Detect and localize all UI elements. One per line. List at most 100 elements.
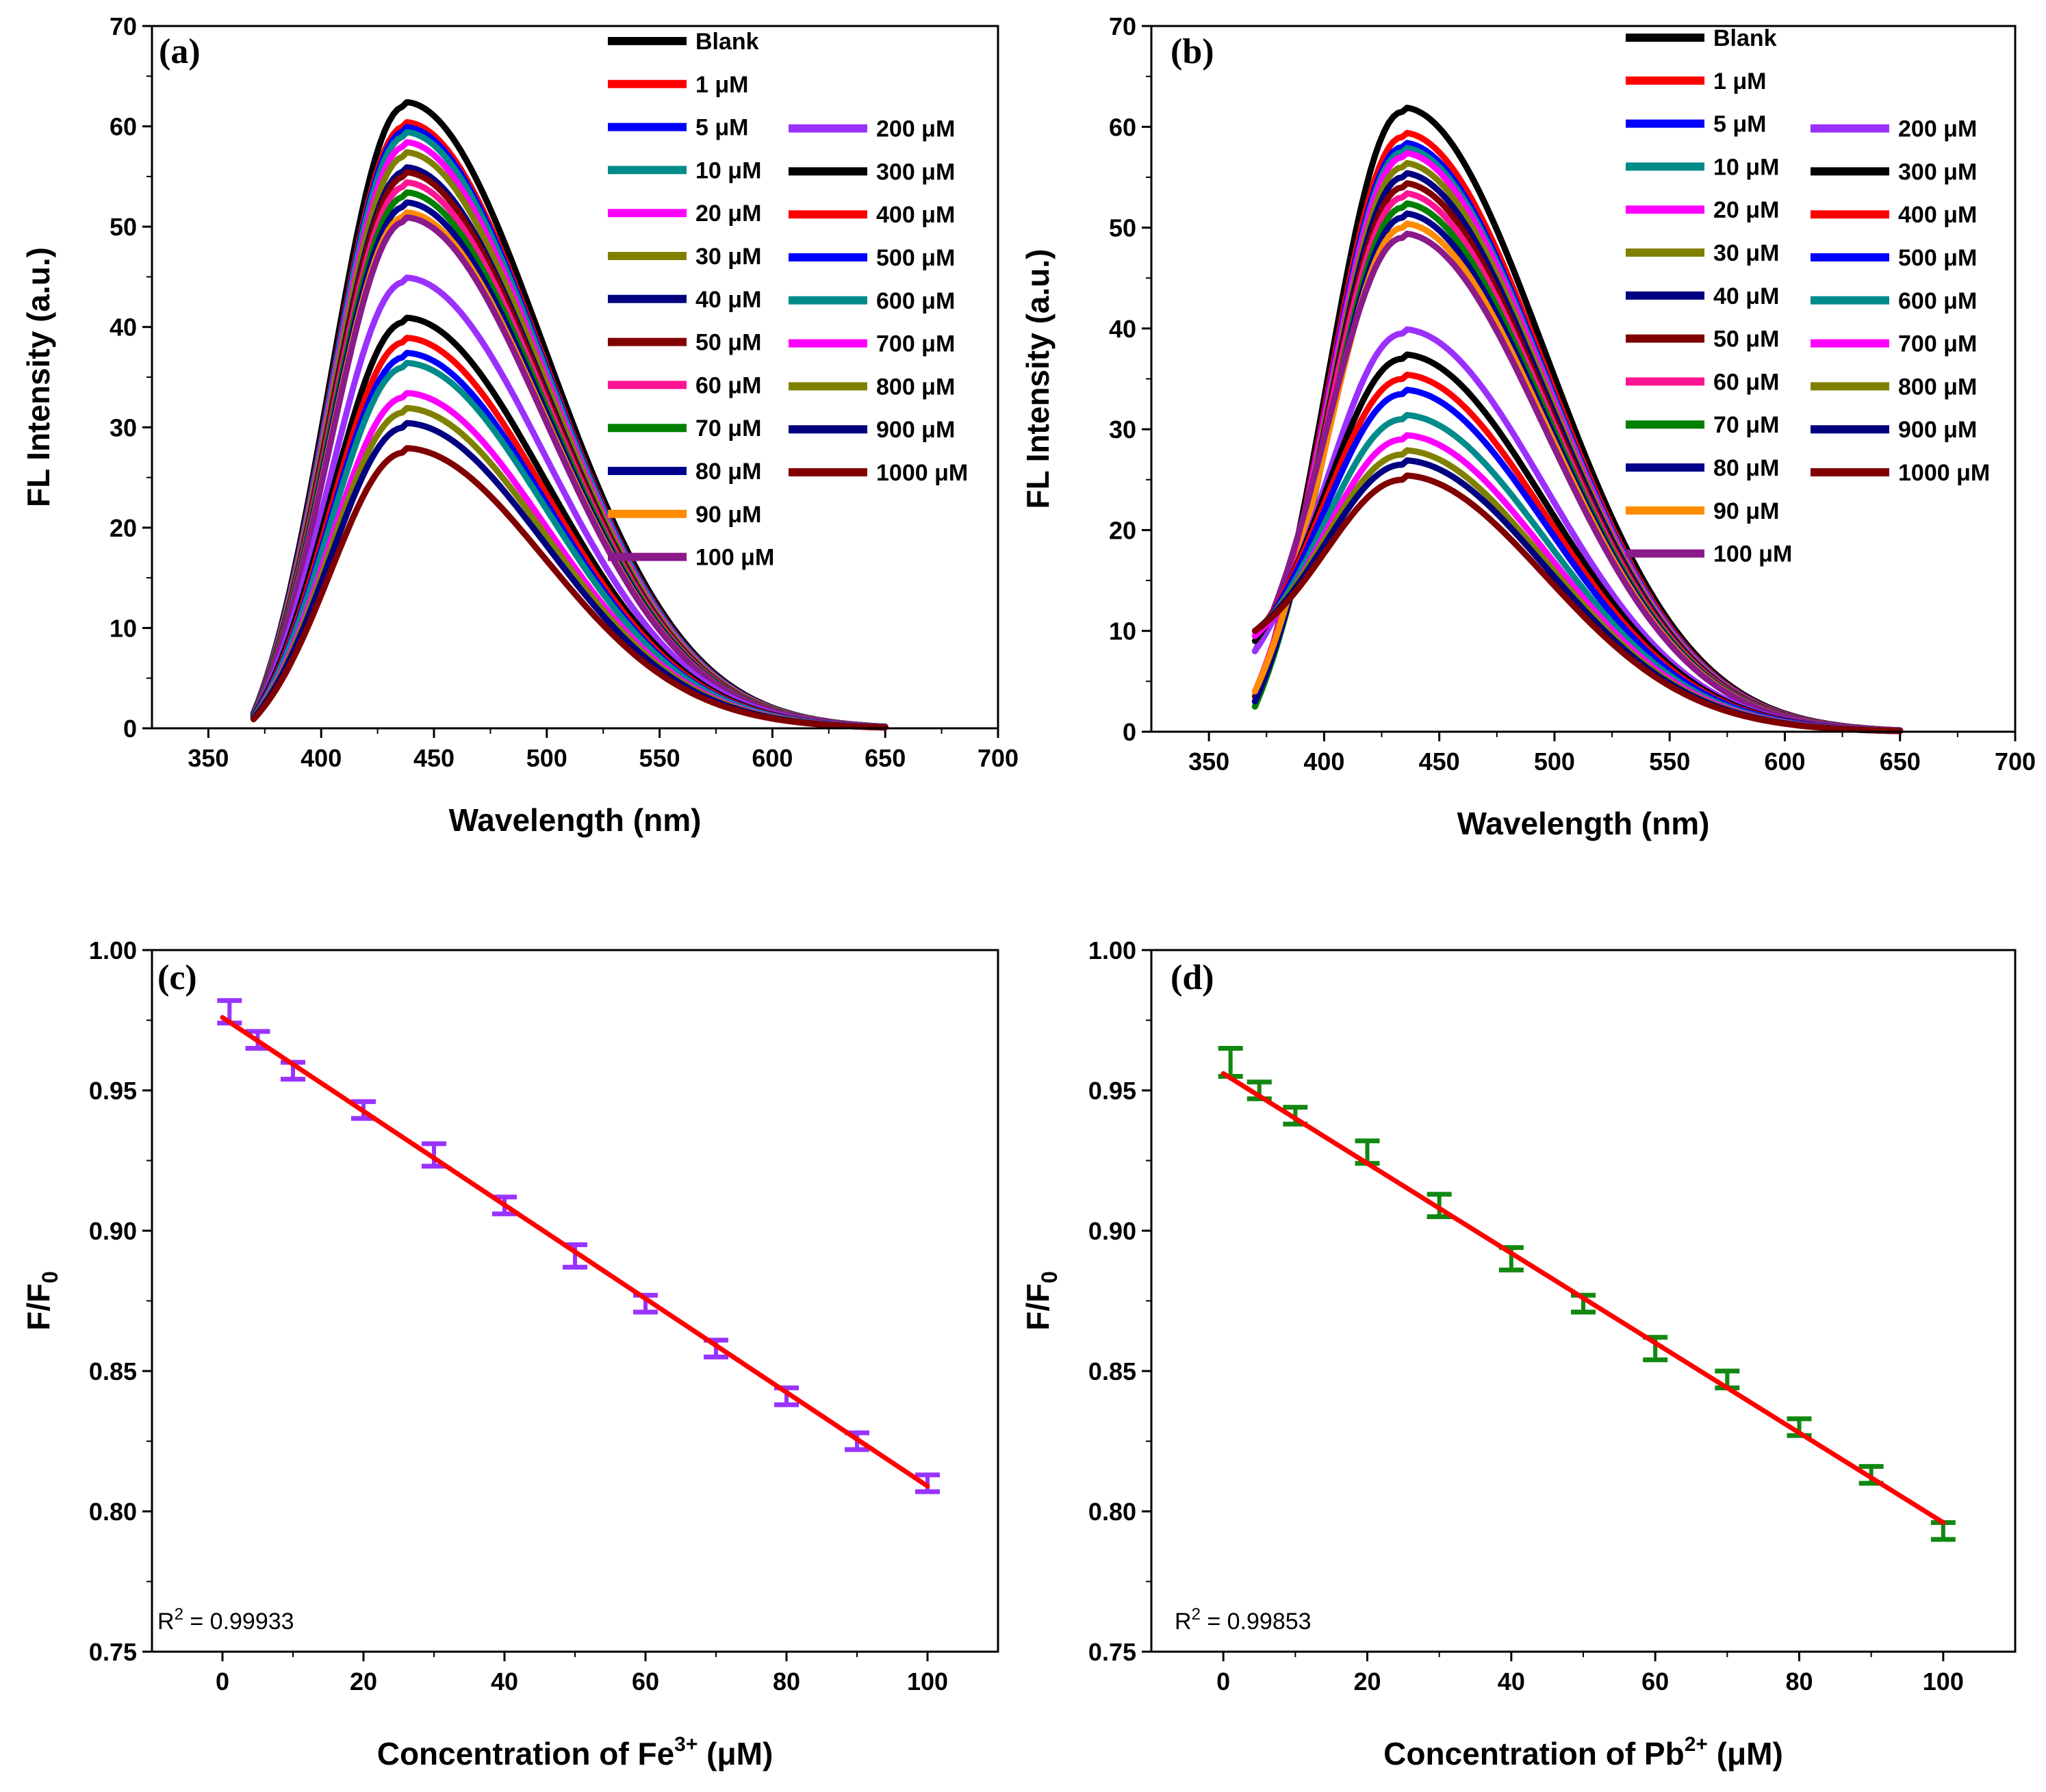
panel-b-legend-label: 50 μM bbox=[1713, 327, 1779, 353]
panel-b-legend-label: Blank bbox=[1713, 25, 1777, 51]
panel-b-x-axis-title: Wavelength (nm) bbox=[1457, 806, 1710, 841]
panel-b-x-tick-label: 650 bbox=[1880, 747, 1921, 776]
panel-d-r-squared: R2 = 0.99853 bbox=[1175, 1605, 1312, 1635]
panel-a-spectra: 350 400 450 500 550 600 650 700 0 10 20 30 40 50 60 70 W… bbox=[21, 12, 1019, 838]
panel-a-series-line bbox=[250, 445, 888, 731]
panel-c-y-axis-title-main: F/F bbox=[21, 1283, 56, 1331]
panel-a-legend-label: 20 μM bbox=[695, 201, 761, 227]
panel-a-y-tick-label: 20 bbox=[110, 514, 137, 542]
panel-b-legend-label: 600 μM bbox=[1898, 288, 1977, 314]
panel-d-y-tick-label: 0.90 bbox=[1088, 1217, 1136, 1245]
panel-a-x-tick-label: 400 bbox=[300, 744, 342, 772]
panel-b-x-tick-label: 450 bbox=[1419, 747, 1460, 776]
panel-c-x-axis-title: Concentration of Fe3+ (μM) bbox=[377, 1733, 773, 1771]
panel-d-fit-line bbox=[1220, 1071, 1946, 1525]
panel-a-y-axis-title: FL Intensity (a.u.) bbox=[21, 247, 56, 507]
panel-b-y-tick-label: 60 bbox=[1109, 113, 1136, 141]
panel-a-y-tick-label: 10 bbox=[110, 614, 137, 642]
panel-b-legend-label: 10 μM bbox=[1713, 154, 1779, 180]
panel-a-x-tick-label: 650 bbox=[865, 744, 906, 772]
panel-a-x-tick-label: 450 bbox=[413, 744, 455, 772]
panel-d-calibration: 0 20 40 60 80 1000.750.800.850.900.951.00Conc… bbox=[1020, 936, 2017, 1771]
panel-d-x-axis-title-main: Concentration of Pb bbox=[1383, 1736, 1685, 1771]
panel-c-x-axis-title-main: Concentration of Fe bbox=[377, 1736, 674, 1771]
panel-d-r-squared-sup: 2 bbox=[1192, 1605, 1201, 1624]
panel-a-y-tick-label: 70 bbox=[110, 12, 137, 40]
panel-a-y-tick-label: 40 bbox=[110, 313, 137, 342]
panel-c-x-tick-label: 60 bbox=[632, 1667, 659, 1695]
panel-b-legend-label: 1000 μM bbox=[1898, 460, 1990, 486]
panel-b-legend-label: 20 μM bbox=[1713, 197, 1779, 223]
panel-c-r-squared: R2 = 0.99933 bbox=[157, 1605, 294, 1635]
panel-d-y-tick-label: 1.00 bbox=[1088, 936, 1136, 964]
panel-d-y-axis-title: F/F0 bbox=[1020, 1271, 1062, 1331]
panel-b-x-tick-label: 350 bbox=[1188, 747, 1229, 776]
panel-a-legend-label: 300 μM bbox=[876, 159, 955, 185]
panel-c-x-tick-label: 100 bbox=[907, 1667, 948, 1695]
panel-b-legend-label: 700 μM bbox=[1898, 331, 1977, 357]
panel-b-legend-label: 1 μM bbox=[1713, 68, 1766, 94]
panel-a-legend-label: 5 μM bbox=[695, 115, 748, 141]
panel-b-plot-frame bbox=[1150, 25, 2017, 733]
panel-b-legend-label: 5 μM bbox=[1713, 112, 1766, 138]
panel-a-legend-label: 90 μM bbox=[695, 502, 761, 528]
panel-a-legend-label: 30 μM bbox=[695, 244, 761, 270]
panel-b-legend-label: 200 μM bbox=[1898, 116, 1977, 142]
panel-a-legend-label: 400 μM bbox=[876, 202, 955, 228]
panel-a-legend-label: 10 μM bbox=[695, 157, 761, 183]
panel-c-y-axis-title: F/F0 bbox=[21, 1271, 62, 1331]
panel-d-y-tick-label: 0.85 bbox=[1088, 1357, 1136, 1385]
panel-b-legend-label: 90 μM bbox=[1713, 498, 1779, 524]
panel-c-x-tick-label: 40 bbox=[491, 1667, 518, 1695]
panel-d-y-tick-label: 0.75 bbox=[1088, 1638, 1136, 1666]
panel-a-legend-label: 500 μM bbox=[876, 245, 955, 271]
panel-a-x-tick-label: 350 bbox=[188, 744, 229, 772]
panel-b-legend-label: 500 μM bbox=[1898, 245, 1977, 271]
panel-a-legend-label: 80 μM bbox=[695, 459, 761, 485]
panel-b-x-tick-label: 400 bbox=[1303, 747, 1344, 776]
panel-c-y-tick-label: 0.90 bbox=[89, 1217, 137, 1245]
panel-b-y-tick-label: 0 bbox=[1123, 718, 1136, 746]
panel-c-x-tick-label: 20 bbox=[350, 1667, 377, 1695]
panel-b-legend-label: 100 μM bbox=[1713, 541, 1792, 567]
panel-b-legend-label: 80 μM bbox=[1713, 455, 1779, 481]
panel-d-x-tick-label: 20 bbox=[1353, 1667, 1381, 1695]
panel-a-legend-label: 60 μM bbox=[695, 372, 761, 398]
panel-b-legend-label: 400 μM bbox=[1898, 202, 1977, 228]
panel-a-x-tick-label: 600 bbox=[752, 744, 793, 772]
panel-b-y-tick-label: 70 bbox=[1109, 12, 1136, 40]
panel-c-y-tick-label: 1.00 bbox=[89, 936, 137, 964]
panel-d-x-tick-label: 80 bbox=[1785, 1667, 1813, 1695]
panel-a-panel-label: (a) bbox=[159, 32, 201, 71]
panel-d-y-tick-label: 0.95 bbox=[1088, 1077, 1136, 1105]
panel-c-x-axis-title-end: (μM) bbox=[698, 1736, 773, 1771]
panel-a-legend-label: 1 μM bbox=[695, 72, 748, 98]
panel-b-x-tick-label: 600 bbox=[1764, 747, 1805, 776]
panel-a-legend-label: 200 μM bbox=[876, 116, 955, 142]
panel-d-x-tick-label: 100 bbox=[1923, 1667, 1964, 1695]
panel-d-x-tick-label: 60 bbox=[1641, 1667, 1669, 1695]
panel-a-legend-label: 70 μM bbox=[695, 415, 761, 441]
panel-a-legend-label: 1000 μM bbox=[876, 460, 968, 486]
panel-c-y-tick-label: 0.95 bbox=[89, 1077, 137, 1105]
panel-d-plot-frame bbox=[1150, 949, 2017, 1653]
panel-b-spectra: 350 400 450 500 550 600 650 700 0 10 20 30 40 50 60 70 W… bbox=[1020, 12, 2036, 841]
panel-a-x-tick-label: 550 bbox=[639, 744, 680, 772]
panel-c-x-tick-label: 80 bbox=[773, 1667, 800, 1695]
panel-a-x-axis-title: Wavelength (nm) bbox=[449, 802, 702, 838]
panel-c-y-tick-label: 0.80 bbox=[89, 1498, 137, 1526]
panel-c-plot-frame bbox=[151, 949, 999, 1653]
panel-b-x-tick-label: 500 bbox=[1534, 747, 1575, 776]
panel-a-x-tick-label: 700 bbox=[977, 744, 1019, 772]
panel-b-y-axis-title: FL Intensity (a.u.) bbox=[1020, 249, 1056, 509]
panel-c-x-axis-title-sup: 3+ bbox=[674, 1733, 698, 1756]
panel-a-plot-frame bbox=[151, 25, 999, 730]
panel-a-legend-label: 700 μM bbox=[876, 331, 955, 357]
panel-a-y-tick-label: 0 bbox=[123, 715, 137, 743]
panel-d-y-axis-title-main: F/F bbox=[1020, 1283, 1056, 1331]
panel-a-x-tick-label: 500 bbox=[526, 744, 567, 772]
panel-d-y-tick-label: 0.80 bbox=[1088, 1498, 1136, 1526]
panel-b-legend-label: 800 μM bbox=[1898, 374, 1977, 400]
panel-b-y-tick-label: 10 bbox=[1109, 617, 1136, 645]
